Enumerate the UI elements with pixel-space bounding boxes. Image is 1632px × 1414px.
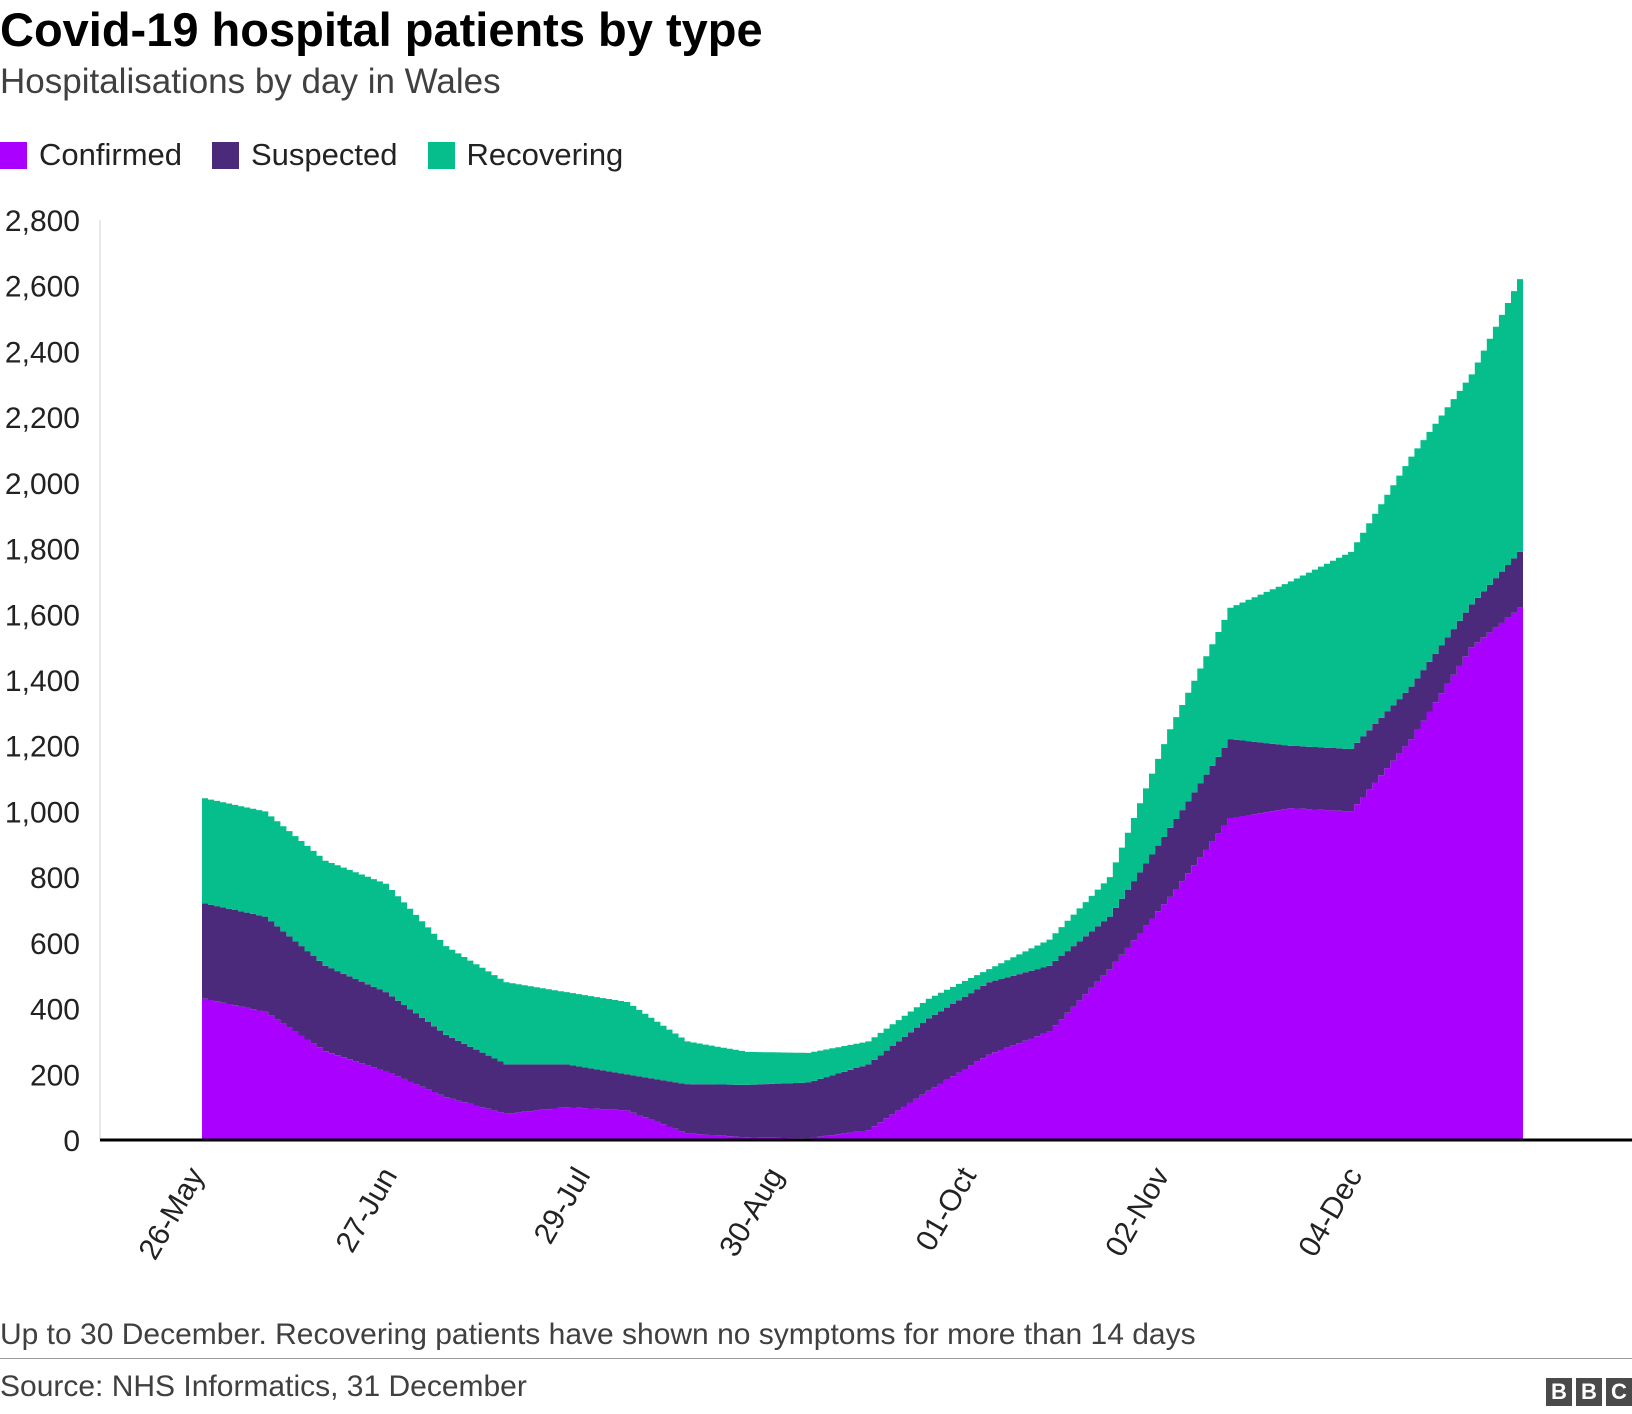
bbc-logo-letter: B <box>1576 1378 1602 1406</box>
chart-title: Covid-19 hospital patients by type <box>0 3 763 56</box>
stacked-area-chart: 0 200 400 600 800 1,000 1,200 1,400 1,600 1,800 2,… <box>5 205 1632 1265</box>
x-tick-label: 29-Jul <box>528 1162 597 1249</box>
y-tick-label: 1,000 <box>5 796 80 829</box>
x-tick-label: 01-Oct <box>910 1161 984 1256</box>
legend-item-recovering: Recovering <box>427 137 624 173</box>
x-tick-label: 30-Aug <box>713 1162 790 1262</box>
source-note: Source: NHS Informatics, 31 December <box>0 1370 527 1403</box>
y-tick-label: 1,200 <box>5 731 80 764</box>
y-tick-label: 400 <box>30 994 80 1027</box>
bbc-logo-letter: B <box>1546 1378 1572 1406</box>
y-tick-label: 2,200 <box>5 402 80 435</box>
y-tick-label: 0 <box>63 1125 80 1158</box>
footer-divider <box>0 1358 1632 1359</box>
legend: Confirmed Suspected Recovering <box>0 135 653 175</box>
series-area-confirmed <box>202 607 1523 1140</box>
series-area-recovering <box>202 279 1523 1085</box>
chart-subtitle: Hospitalisations by day in Wales <box>0 62 501 101</box>
legend-label-suspected: Suspected <box>251 137 398 172</box>
legend-swatch-suspected <box>212 141 239 169</box>
bbc-logo-letter: C <box>1606 1378 1632 1406</box>
legend-item-suspected: Suspected <box>212 137 398 173</box>
y-tick-label: 2,400 <box>5 336 80 369</box>
x-tick-label: 04-Dec <box>1292 1162 1369 1262</box>
y-tick-label: 2,000 <box>5 468 80 501</box>
y-tick-label: 800 <box>30 862 80 895</box>
x-tick-label: 02-Nov <box>1099 1162 1176 1262</box>
y-tick-label: 2,800 <box>5 205 80 238</box>
x-tick-label: 26-May <box>132 1162 211 1265</box>
y-tick-label: 1,800 <box>5 534 80 567</box>
y-tick-label: 2,600 <box>5 271 80 304</box>
legend-swatch-confirmed <box>0 141 27 169</box>
legend-swatch-recovering <box>427 141 455 169</box>
legend-item-confirmed: Confirmed <box>0 137 182 173</box>
chart-footnote: Up to 30 December. Recovering patients h… <box>0 1318 1196 1351</box>
y-tick-label: 1,400 <box>5 665 80 698</box>
y-tick-label: 600 <box>30 928 80 961</box>
bbc-logo: B B C <box>1546 1378 1632 1406</box>
y-tick-label: 1,600 <box>5 599 80 632</box>
legend-label-recovering: Recovering <box>466 137 624 172</box>
legend-label-confirmed: Confirmed <box>39 137 182 172</box>
x-tick-label: 27-Jun <box>330 1162 404 1258</box>
y-tick-label: 200 <box>30 1059 80 1092</box>
